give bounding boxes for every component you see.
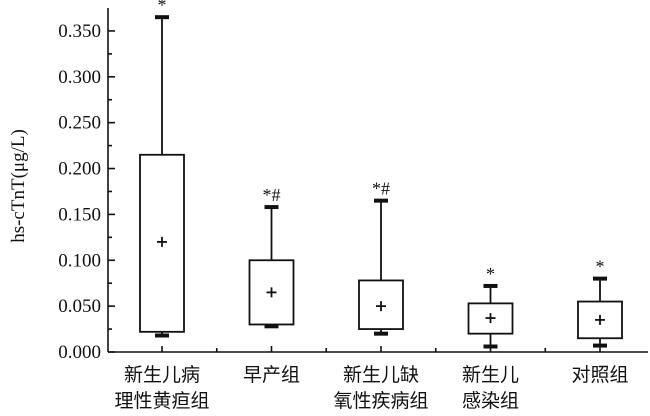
y-tick-label: 0.000: [58, 342, 101, 363]
x-category-label: 新生儿: [462, 364, 519, 386]
significance-annotation: *: [596, 257, 605, 277]
x-category-label-line2: 理性黄疸组: [114, 390, 209, 412]
y-tick-label: 0.150: [58, 204, 101, 225]
y-tick-label: 0.250: [58, 113, 101, 134]
y-tick-label: 0.200: [58, 159, 101, 180]
significance-annotation: *#: [372, 179, 390, 199]
x-category-label: 早产组: [243, 364, 300, 386]
significance-annotation: *: [486, 264, 495, 284]
x-category-label-line2: 感染组: [462, 390, 519, 412]
box-plot: *: [139, 0, 185, 338]
x-category-label: 新生儿病: [124, 364, 200, 386]
box-plot: *: [577, 257, 623, 348]
x-category-label: 对照组: [571, 364, 628, 386]
y-axis-label: hs-cTnT(μg/L): [8, 129, 29, 243]
y-tick-label: 0.350: [58, 21, 101, 42]
box-plot: *: [467, 264, 514, 349]
y-tick-label: 0.100: [58, 250, 101, 271]
y-tick-label: 0.300: [58, 67, 101, 88]
box-plot: *#: [358, 179, 404, 336]
y-axis: 0.000 0.050 0.100 0.150 0.200 0.250 0.300 0.350: [58, 8, 115, 363]
iqr-box: [467, 302, 514, 335]
significance-annotation: *: [158, 0, 167, 15]
y-tick-label: 0.050: [58, 296, 101, 317]
box-plots: * *# *# * *: [139, 0, 623, 349]
x-category-label-line2: 氧性疾病组: [333, 390, 428, 412]
x-category-label: 新生儿缺: [343, 364, 419, 386]
box-plot: *#: [248, 185, 295, 329]
significance-annotation: *#: [263, 185, 281, 205]
